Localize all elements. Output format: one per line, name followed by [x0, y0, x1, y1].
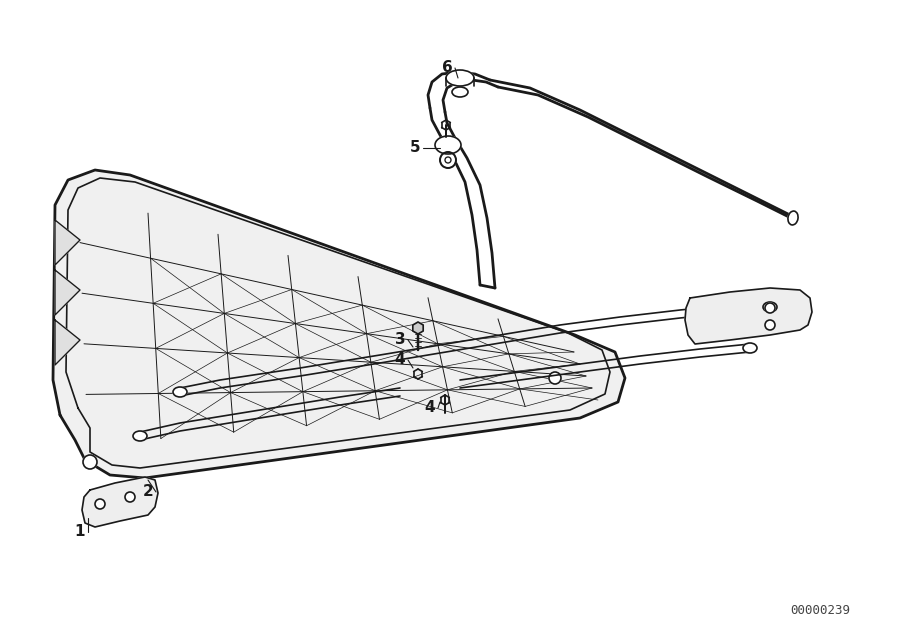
Text: 00000239: 00000239 — [790, 603, 850, 617]
Ellipse shape — [763, 302, 777, 312]
Circle shape — [765, 320, 775, 330]
Polygon shape — [685, 288, 812, 344]
Circle shape — [440, 152, 456, 168]
Circle shape — [765, 303, 775, 313]
Polygon shape — [55, 270, 80, 315]
Ellipse shape — [788, 211, 798, 225]
Text: 3: 3 — [395, 333, 405, 347]
Ellipse shape — [452, 87, 468, 97]
Circle shape — [83, 455, 97, 469]
Circle shape — [95, 499, 105, 509]
Text: 1: 1 — [75, 525, 86, 540]
Polygon shape — [55, 220, 80, 265]
Text: 2: 2 — [142, 485, 153, 500]
Text: 4: 4 — [395, 352, 405, 368]
Ellipse shape — [435, 136, 461, 154]
Ellipse shape — [173, 387, 187, 397]
Ellipse shape — [133, 431, 147, 441]
Circle shape — [445, 157, 451, 163]
Polygon shape — [55, 320, 80, 365]
Circle shape — [125, 492, 135, 502]
Text: 6: 6 — [442, 60, 453, 76]
Polygon shape — [53, 170, 625, 478]
Text: 4: 4 — [425, 401, 436, 415]
Text: 5: 5 — [410, 140, 420, 156]
Polygon shape — [413, 322, 423, 334]
Circle shape — [549, 372, 561, 384]
Ellipse shape — [446, 70, 474, 86]
Polygon shape — [82, 477, 158, 527]
Ellipse shape — [743, 343, 757, 353]
